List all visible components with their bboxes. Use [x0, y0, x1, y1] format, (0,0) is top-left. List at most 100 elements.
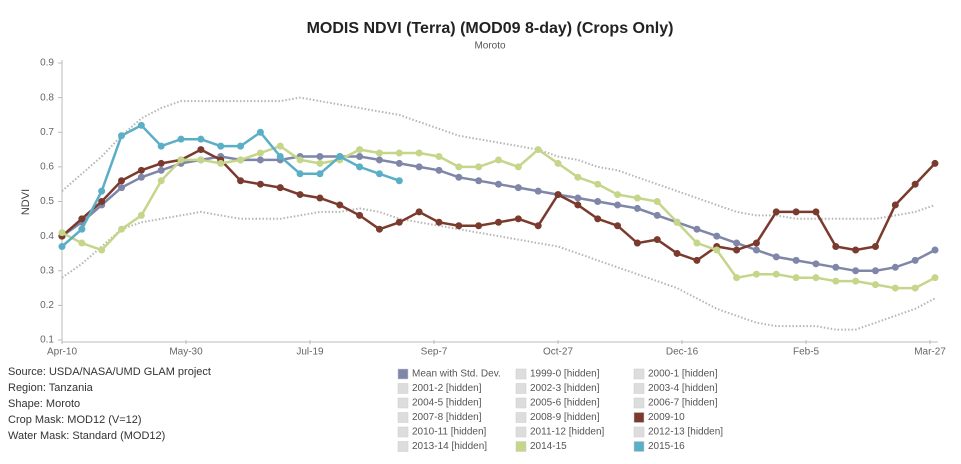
series-line-point — [752, 246, 760, 254]
legend-label: 2015-16 — [648, 441, 685, 452]
series-line-point — [137, 211, 145, 219]
legend-swatch — [515, 397, 527, 409]
series-line-point — [574, 194, 582, 202]
y-tick-label: 0.3 — [40, 265, 54, 276]
series-line-point — [177, 156, 185, 164]
series-line-point — [435, 166, 443, 174]
series-line-point — [237, 142, 245, 150]
legend-swatch — [397, 441, 409, 452]
series-line-point — [395, 149, 403, 157]
series-line-point — [395, 159, 403, 167]
series-line-point — [276, 184, 284, 192]
series-line-point — [574, 201, 582, 209]
legend-swatch — [515, 426, 527, 438]
series-line-point — [594, 180, 602, 188]
series-line-point — [256, 156, 264, 164]
series-line-point — [673, 218, 681, 226]
legend-swatch — [515, 441, 527, 452]
series-line-point — [375, 225, 383, 233]
series-line-point — [931, 159, 939, 167]
y-tick-label: 0.4 — [40, 231, 54, 242]
series-line-point — [832, 277, 840, 285]
legend-label: 2004-5 [hidden] — [412, 398, 482, 409]
series-line-point — [911, 180, 919, 188]
series-line-point — [495, 156, 502, 164]
series-line-point — [58, 229, 66, 237]
series-line-point — [495, 218, 502, 226]
series-line-point — [316, 170, 324, 178]
source-note: Shape: Moroto — [8, 398, 80, 410]
legend-label: 2007-8 [hidden] — [412, 412, 482, 423]
series-line-point — [653, 211, 661, 219]
series-line-point — [931, 246, 939, 254]
legend-swatch — [515, 368, 527, 380]
series-line-point — [58, 243, 66, 251]
series-line-point — [157, 177, 165, 185]
series-line-point — [792, 256, 800, 264]
legend-swatch — [515, 383, 527, 394]
series-line-point — [296, 156, 304, 164]
legend-label: 2002-3 [hidden] — [530, 383, 600, 394]
legend-label: 2013-14 [hidden] — [412, 441, 487, 452]
y-tick-label: 0.1 — [40, 335, 54, 346]
series-line — [61, 123, 400, 248]
series-line-point — [772, 208, 780, 216]
series-line-point — [316, 152, 324, 160]
series-line-point — [534, 146, 542, 154]
series-line-point — [415, 149, 423, 157]
legend-swatch — [397, 383, 409, 394]
legend-label: 2014-15 — [530, 441, 567, 452]
series-line-point — [276, 152, 284, 160]
legend-swatch — [397, 412, 409, 423]
series-line-point — [713, 232, 721, 240]
series-line-point — [375, 156, 383, 164]
series-line-point — [633, 204, 641, 212]
series-line-point — [554, 159, 562, 167]
y-tick-label: 0.6 — [40, 162, 54, 173]
series-line-point — [78, 225, 86, 233]
series-line-point — [792, 274, 800, 282]
series-line-point — [812, 260, 820, 268]
series-line-point — [633, 194, 641, 202]
series-line-point — [197, 135, 205, 143]
series-line-point — [891, 263, 899, 271]
chart-title: MODIS NDVI (Terra) (MOD09 8-day) (Crops … — [307, 20, 674, 37]
x-tick-label: Oct-27 — [543, 347, 573, 358]
series-line-point — [614, 201, 622, 209]
series-line-point — [534, 187, 542, 195]
series-line-point — [713, 246, 721, 254]
series-line-point — [812, 208, 820, 216]
series-line-point — [415, 208, 423, 216]
legend-label: 1999-0 [hidden] — [530, 369, 600, 380]
source-note: Crop Mask: MOD12 (V=12) — [8, 414, 142, 426]
series-line-point — [157, 166, 165, 174]
series-line-point — [197, 146, 205, 154]
x-tick-label: Dec-16 — [666, 347, 699, 358]
series-line-point — [752, 239, 760, 247]
series-line-point — [395, 177, 403, 185]
series-line-point — [475, 222, 483, 230]
series-line-point — [177, 135, 185, 143]
legend-label: 2012-13 [hidden] — [648, 427, 723, 438]
series-line-point — [98, 187, 106, 195]
series-line-point — [316, 194, 324, 202]
legend-swatch — [633, 441, 645, 452]
series-line-point — [415, 163, 423, 171]
series-line-point — [256, 128, 264, 136]
source-note: Source: USDA/NASA/UMD GLAM project — [8, 366, 211, 378]
series-line-point — [455, 173, 463, 181]
legend-label: 2010-11 [hidden] — [412, 427, 487, 438]
series-line-point — [594, 198, 602, 205]
legend-label: 2009-10 — [648, 412, 685, 423]
series-line-point — [931, 274, 939, 282]
series-line-point — [633, 239, 641, 247]
series-line-point — [594, 215, 602, 223]
series-line-point — [356, 163, 364, 171]
series-line-point — [395, 218, 403, 226]
y-tick-label: 0.5 — [40, 196, 54, 207]
series-line-point — [98, 246, 106, 254]
legend-label: 2003-4 [hidden] — [648, 383, 718, 394]
legend-swatch — [633, 368, 645, 380]
series-line-point — [534, 222, 542, 230]
series-line-point — [614, 222, 622, 230]
